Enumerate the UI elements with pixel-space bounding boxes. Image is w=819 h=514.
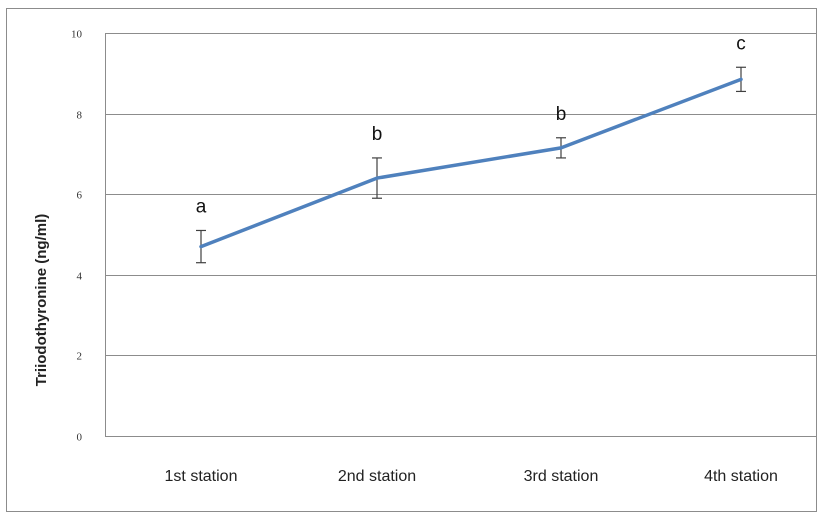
series-line-layer xyxy=(199,77,743,249)
y-tick-label: 10 xyxy=(71,29,83,41)
y-tick-label: 8 xyxy=(77,110,83,122)
significance-label: c xyxy=(736,33,746,54)
x-category-label: 2nd station xyxy=(338,468,416,485)
significance-label: b xyxy=(556,104,567,125)
data-point xyxy=(559,146,563,150)
y-axis-label: Triiodothyronine (ng/ml) xyxy=(33,214,50,387)
y-tick-label: 6 xyxy=(77,190,83,202)
significance-label: b xyxy=(372,124,383,145)
error-bars xyxy=(196,66,746,264)
x-category-label: 4th station xyxy=(704,468,778,485)
data-point xyxy=(199,245,203,249)
significance-label: a xyxy=(196,196,207,217)
y-axis-ticks: 0 2 4 6 8 10 xyxy=(71,29,83,444)
y-tick-label: 0 xyxy=(77,432,83,444)
y-tick-label: 4 xyxy=(77,271,83,283)
x-axis-categories: 1st station 2nd station 3rd station 4th sta… xyxy=(165,468,778,485)
chart-frame xyxy=(6,8,817,512)
x-category-label: 1st station xyxy=(165,468,238,485)
x-category-label: 3rd station xyxy=(524,468,599,485)
data-point xyxy=(375,176,379,180)
data-point xyxy=(739,77,743,81)
gridlines xyxy=(105,33,817,437)
series-line xyxy=(199,77,743,249)
y-tick-label: 2 xyxy=(77,351,83,363)
significance-labels: a b b c xyxy=(196,33,746,217)
